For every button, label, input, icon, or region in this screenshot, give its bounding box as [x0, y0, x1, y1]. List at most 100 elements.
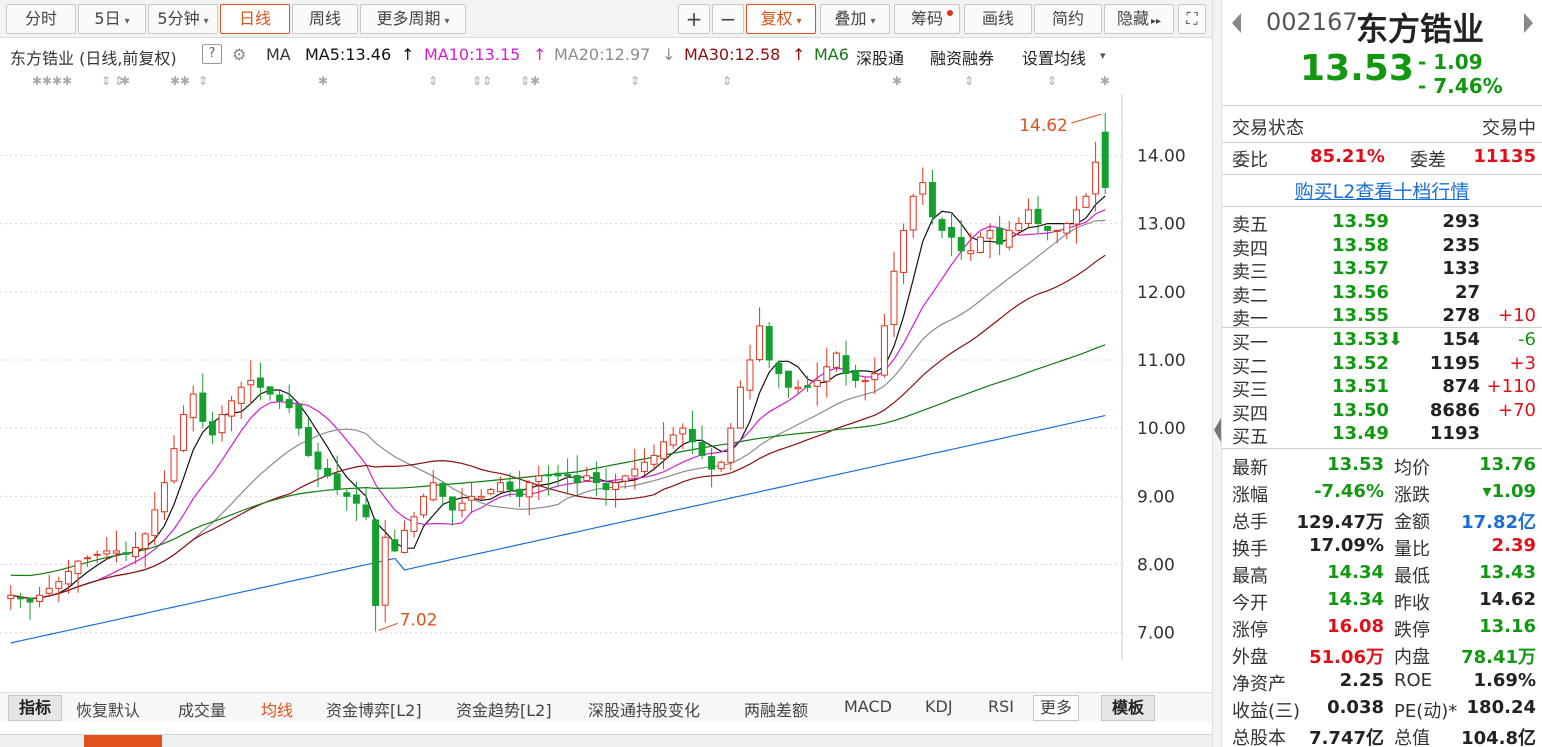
level-label: 买三: [1232, 380, 1268, 401]
news-tab-strip[interactable]: [0, 734, 1212, 747]
tab-indicator[interactable]: 指标: [8, 695, 63, 721]
draw-line-button[interactable]: 画线: [964, 4, 1032, 34]
simple-button[interactable]: 简约: [1034, 4, 1102, 34]
event-marker[interactable]: ⇕: [428, 74, 439, 88]
tab-template[interactable]: 模板: [1101, 695, 1156, 721]
stat-label: 跌停: [1394, 620, 1430, 641]
candle-down: [343, 492, 351, 497]
fuquan-button[interactable]: 复权 ▾: [746, 4, 816, 34]
candle-up: [477, 495, 485, 499]
buys-row: 买一 13.53 ⬇ 154 -6: [1222, 329, 1542, 354]
event-marker[interactable]: ✱✱✱✱: [32, 74, 73, 88]
candle-up: [871, 373, 879, 381]
stats-row: 总手 129.47万 金额 17.82亿: [1222, 508, 1542, 533]
event-marker[interactable]: ✱✱: [170, 74, 191, 88]
ma-label: MA: [266, 45, 291, 64]
chart-grid: [0, 94, 1123, 660]
fullscreen-button[interactable]: ⛶: [1178, 4, 1206, 34]
level-delta: +110: [1486, 376, 1536, 397]
candle-down: [304, 427, 312, 456]
tab-rsi[interactable]: RSI: [988, 697, 1014, 716]
next-stock-icon[interactable]: [1524, 13, 1533, 33]
period-weekly-button[interactable]: 周线: [292, 4, 358, 34]
tab-ma[interactable]: 均线: [261, 701, 294, 720]
zoom-in-button[interactable]: +: [678, 4, 710, 34]
candle-down: [928, 181, 936, 218]
stat-value: 129.47万: [1296, 512, 1384, 533]
period-fenshi-button[interactable]: 分时: [6, 4, 76, 34]
buys-row: 买四 13.50 8686 +70: [1222, 400, 1542, 425]
level-label: 买一: [1232, 333, 1268, 354]
quote-panel: 002167 东方锆业 13.53 - 1.09 - 7.46% 交易状态 交易…: [1222, 0, 1542, 747]
event-marker[interactable]: ✱: [318, 74, 329, 88]
level-price: 13.49: [1332, 423, 1389, 444]
candle-down: [256, 377, 264, 388]
gear-icon[interactable]: ⚙: [232, 45, 247, 64]
candle-up: [141, 533, 149, 550]
tab-kdj[interactable]: KDJ: [925, 697, 953, 716]
prev-stock-icon[interactable]: [1232, 13, 1241, 33]
hide-button[interactable]: 隐藏 ▸▸: [1104, 4, 1174, 34]
event-marker[interactable]: ⇕⇕: [472, 74, 493, 88]
y-tick-label: 10.00: [1137, 419, 1186, 439]
period-daily-button[interactable]: 日线: [220, 4, 290, 34]
event-marker[interactable]: ⇕: [722, 74, 733, 88]
period-more-button[interactable]: 更多周期 ▾: [360, 4, 466, 34]
event-marker[interactable]: ⇕: [520, 74, 531, 88]
tab-fund-game[interactable]: 资金博弈[L2]: [326, 701, 422, 720]
candle-up: [717, 461, 725, 470]
candle-up: [1063, 223, 1071, 234]
shengutong-toggle[interactable]: 深股通: [856, 49, 905, 68]
y-tick-label: 11.00: [1137, 351, 1186, 371]
rongzi-toggle[interactable]: 融资融券: [930, 49, 995, 68]
tab-volume[interactable]: 成交量: [178, 701, 227, 720]
panel-collapse-handle[interactable]: [1212, 0, 1222, 747]
tab-fund-trend[interactable]: 资金趋势[L2]: [456, 701, 552, 720]
tab-shengutong-holdings[interactable]: 深股通持股变化: [588, 701, 701, 720]
event-marker[interactable]: ✱: [892, 74, 903, 88]
candle-up: [535, 475, 543, 483]
tab-reset[interactable]: 恢复默认: [76, 701, 141, 720]
chouma-button[interactable]: 筹码: [894, 4, 960, 34]
tab-macd[interactable]: MACD: [844, 697, 892, 716]
level-volume: 133: [1442, 258, 1480, 279]
candle-up: [132, 546, 140, 558]
stat-value: 2.25: [1339, 670, 1384, 691]
tab-margin-diff[interactable]: 两融差额: [744, 701, 809, 720]
candle-down: [938, 219, 946, 231]
period-5day-button[interactable]: 5日 ▾: [78, 4, 146, 34]
event-markers: ✱✱✱✱ ⇕ ⇕ ✱ ✱✱ ⇕ ✱ ⇕ ⇕⇕ ⇕ ✱ ⇕ ⇕ ✱ ⇕ ⇕ ⇕ ✱: [0, 74, 1120, 94]
tab-more[interactable]: 更多: [1033, 695, 1080, 721]
level-price: 13.56: [1332, 281, 1389, 303]
candle-down: [352, 494, 360, 504]
candlestick-chart[interactable]: 14.00 13.00 12.00 11.00 10.00 9.00 8.00 7.00 14…: [0, 94, 1212, 660]
candle-up: [247, 379, 255, 386]
stat-value: 14.62: [1479, 589, 1536, 610]
max-price-pointer: [1071, 113, 1102, 124]
divider: [1222, 142, 1542, 143]
candle-up: [832, 352, 840, 368]
period-5min-button[interactable]: 5分钟 ▾: [148, 4, 218, 34]
stat-value: 7.747亿: [1309, 728, 1384, 747]
event-marker[interactable]: ⇕: [1047, 74, 1058, 88]
news-tab-active[interactable]: [84, 735, 162, 747]
event-marker[interactable]: ⇕: [964, 74, 975, 88]
set-ma-button[interactable]: 设置均线: [1022, 49, 1087, 68]
ma10-value: MA10:13.15: [424, 45, 521, 64]
candle-down: [592, 472, 600, 484]
event-marker[interactable]: ⇕: [114, 74, 125, 88]
ma120-line: [10, 415, 1106, 644]
event-marker[interactable]: ✱: [530, 74, 541, 88]
zoom-out-button[interactable]: −: [712, 4, 744, 34]
event-marker[interactable]: ✱: [1100, 74, 1111, 88]
stat-value: 17.82亿: [1461, 512, 1536, 533]
overlay-button[interactable]: 叠加 ▾: [820, 4, 890, 34]
price-change: - 1.09: [1418, 50, 1483, 74]
event-marker[interactable]: ✱: [120, 74, 131, 88]
event-marker[interactable]: ⇕: [198, 74, 209, 88]
help-icon[interactable]: ?: [202, 44, 222, 64]
event-marker[interactable]: ⇕: [630, 74, 641, 88]
level-volume: 874: [1442, 376, 1480, 397]
buy-l2-link[interactable]: 购买L2查看十档行情: [1294, 181, 1470, 203]
event-marker[interactable]: ⇕: [101, 74, 112, 88]
